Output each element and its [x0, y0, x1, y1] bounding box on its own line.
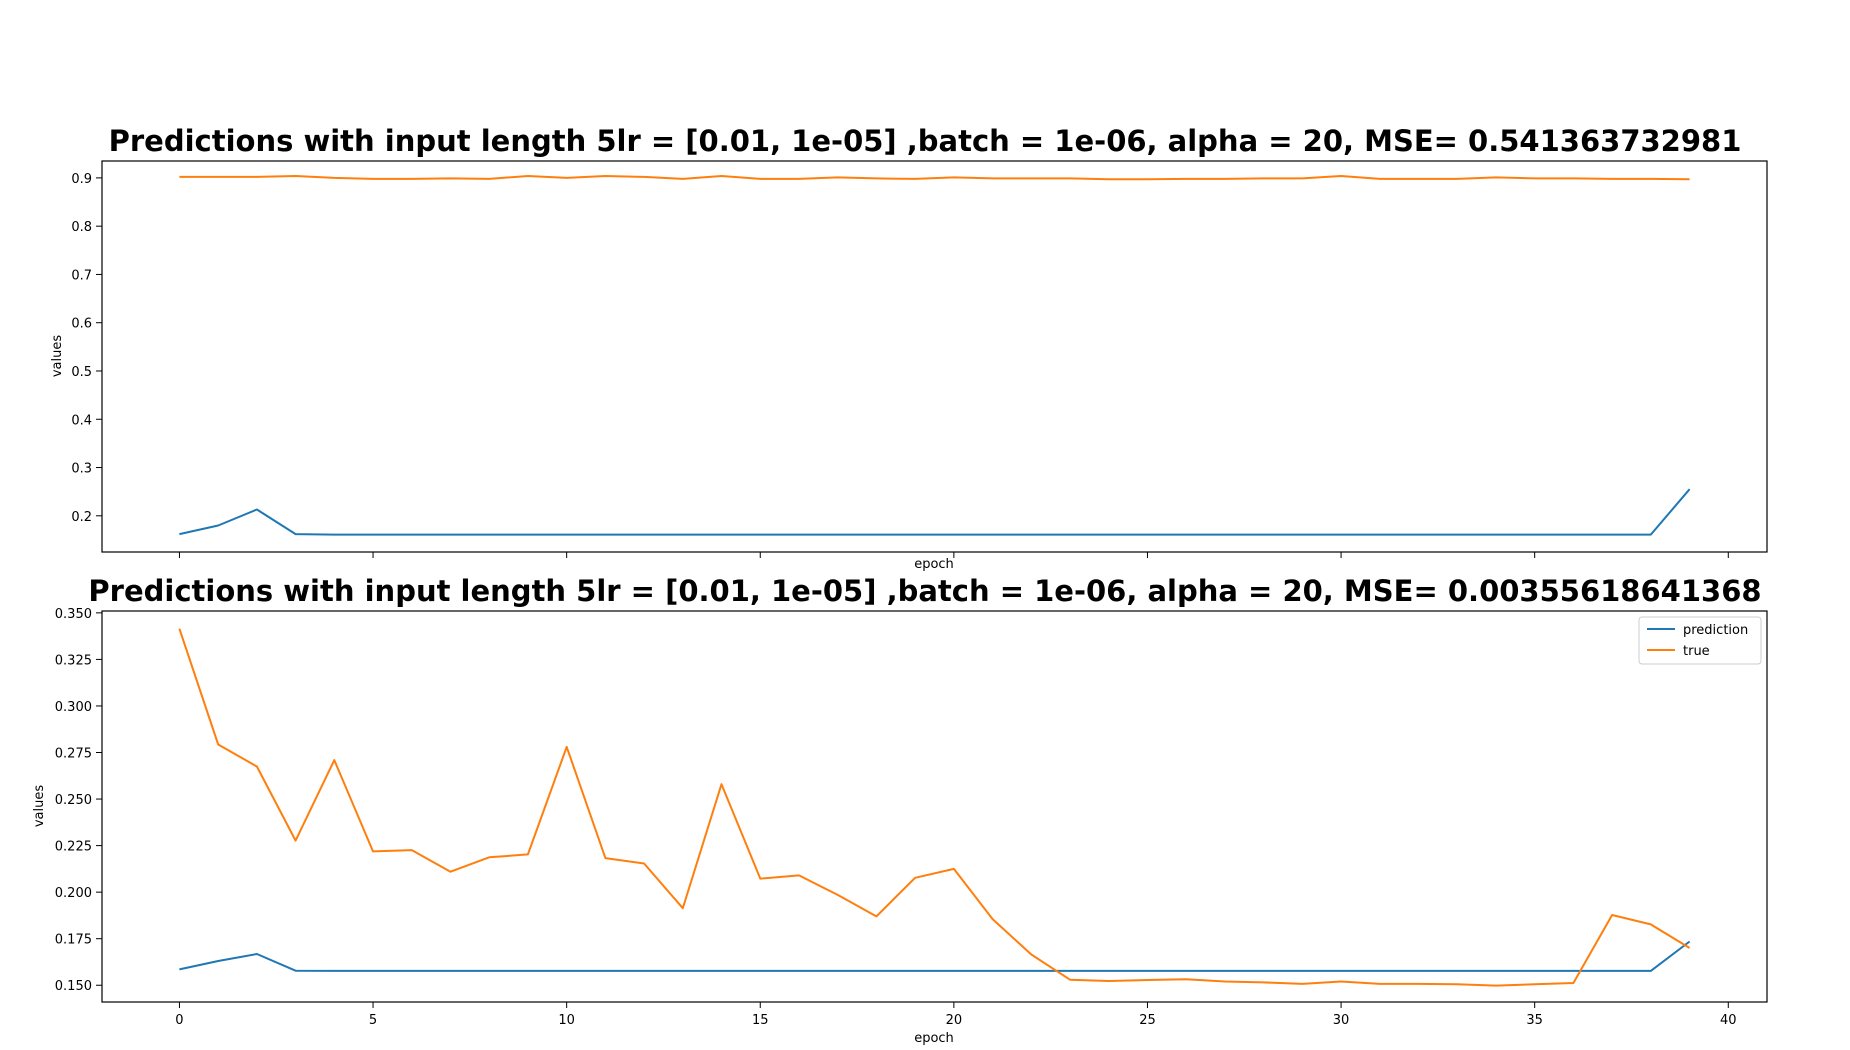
y-axis: 0.150 0.175 0.200 0.225 0.250 0.275 0.300 0.325… — [55, 607, 102, 994]
y-axis-label: values — [50, 335, 65, 378]
x-tick-label: 25 — [1139, 1013, 1156, 1028]
x-tick-label: 0 — [175, 1013, 183, 1028]
x-tick-label: 30 — [1333, 1013, 1350, 1028]
series-line-true — [178, 628, 1691, 987]
subplot-top: Predictions with input length 5lr = [0.0… — [50, 124, 1768, 572]
x-axis-label: epoch — [914, 557, 954, 572]
y-axis: 0.2 0.3 0.4 0.5 0.6 0.7 0.8 0.9 — [71, 172, 102, 525]
x-tick-label: 5 — [369, 1013, 377, 1028]
y-axis-label: values — [32, 785, 47, 828]
x-axis — [178, 552, 1729, 558]
x-tick-label: 40 — [1720, 1013, 1737, 1028]
y-tick-label: 0.275 — [55, 747, 92, 762]
y-tick-label: 0.250 — [55, 793, 92, 808]
y-tick-label: 0.175 — [55, 933, 92, 948]
series-layer — [179, 175, 1691, 536]
y-tick-label: 0.225 — [55, 840, 92, 855]
series-layer — [178, 628, 1691, 987]
x-tick-label: 15 — [752, 1013, 769, 1028]
chart-title: Predictions with input length 5lr = [0.0… — [109, 124, 1742, 158]
y-tick-label: 0.5 — [71, 365, 92, 380]
y-tick-label: 0.325 — [55, 653, 92, 668]
subplot-bottom: Predictions with input length 5lr = [0.0… — [32, 574, 1768, 1046]
y-tick-label: 0.200 — [55, 886, 92, 901]
legend: prediction true — [1638, 616, 1762, 665]
y-tick-label: 0.4 — [71, 413, 92, 428]
y-tick-label: 0.3 — [71, 462, 92, 477]
plot-frame — [101, 610, 1768, 1003]
y-tick-label: 0.7 — [71, 268, 92, 283]
y-tick-label: 0.9 — [71, 172, 92, 187]
y-tick-label: 0.300 — [55, 700, 92, 715]
series-line-series-1 — [179, 175, 1690, 181]
y-tick-label: 0.350 — [55, 607, 92, 622]
plot-frame — [101, 160, 1768, 553]
y-tick-label: 0.6 — [71, 317, 92, 332]
x-tick-label: 20 — [946, 1013, 963, 1028]
x-tick-label: 35 — [1526, 1013, 1543, 1028]
series-line-series-0 — [179, 488, 1691, 536]
x-tick-label: 10 — [558, 1013, 575, 1028]
chart-title: Predictions with input length 5lr = [0.0… — [88, 574, 1761, 608]
y-tick-label: 0.8 — [71, 220, 92, 235]
y-tick-label: 0.2 — [71, 510, 92, 525]
x-axis: 0 5 10 15 20 25 30 35 40 — [175, 1002, 1737, 1028]
series-line-prediction — [179, 940, 1691, 972]
legend-label-prediction: prediction — [1683, 623, 1748, 638]
x-axis-label: epoch — [914, 1031, 954, 1046]
y-tick-label: 0.150 — [55, 979, 92, 994]
legend-label-true: true — [1683, 644, 1710, 659]
